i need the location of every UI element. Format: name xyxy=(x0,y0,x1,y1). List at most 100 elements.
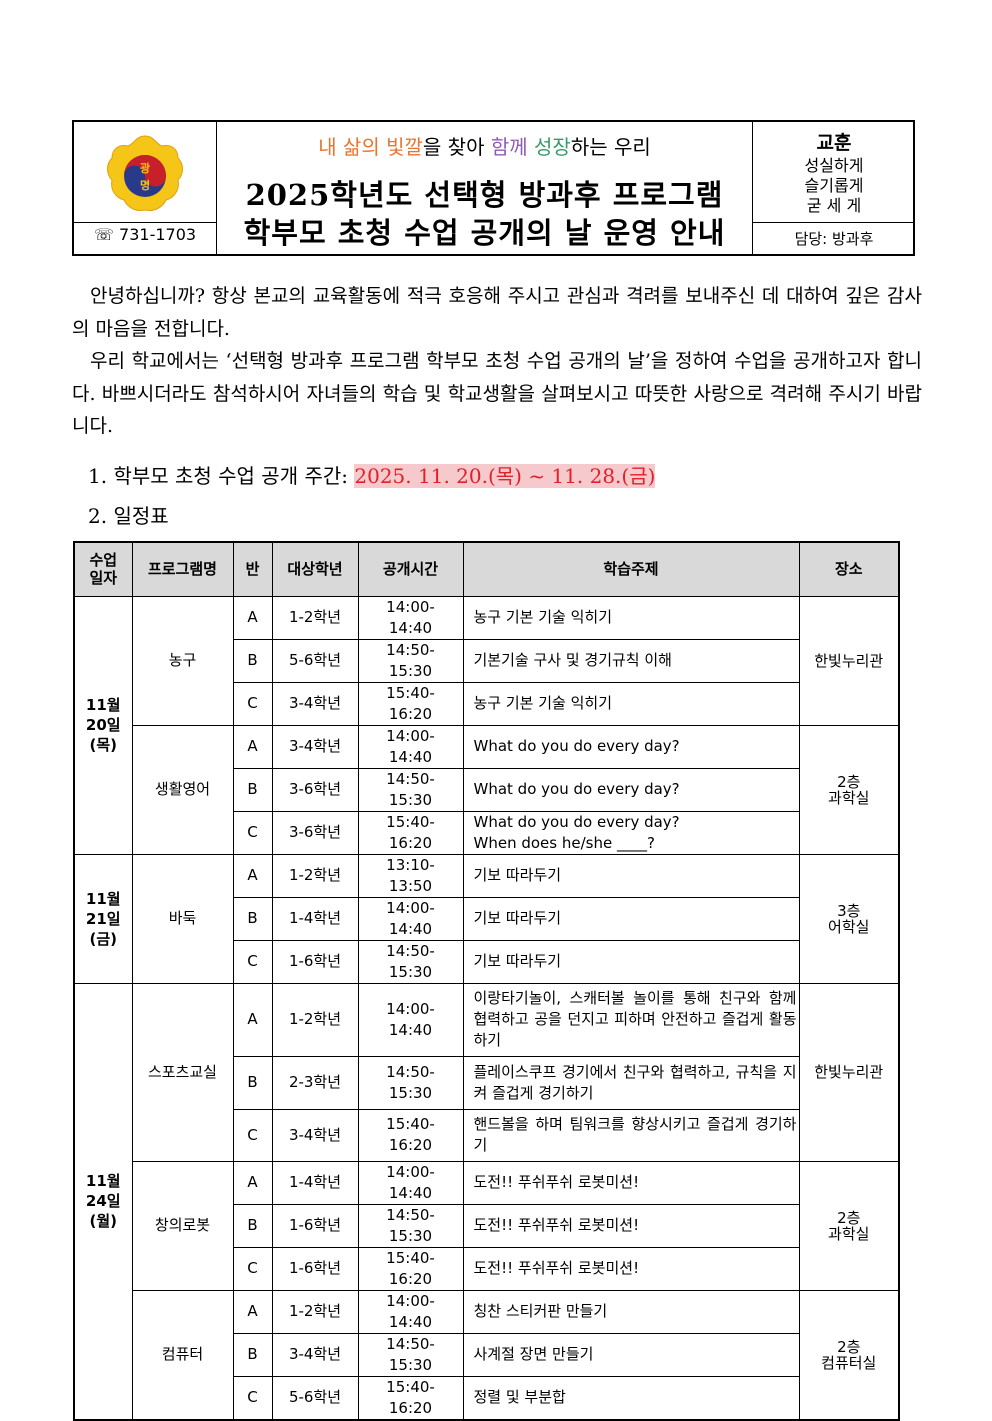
table-row: B 3-4학년 14:50-15:30 사계절 장면 만들기 xyxy=(74,1332,899,1377)
class-cell: C xyxy=(232,1246,273,1291)
motto-line: 굳 세 게 xyxy=(806,196,862,215)
topic-cell: 플레이스쿠프 경기에서 친구와 협력하고, 규칙을 지켜 즐겁게 경기하기 xyxy=(462,1055,800,1110)
place-cell: 2층 컴퓨터실 xyxy=(798,1289,900,1420)
program-cell: 스포츠교실 xyxy=(131,982,234,1162)
place-cell: 한빛누리관 xyxy=(798,982,900,1162)
class-cell: C xyxy=(232,810,273,855)
slogan-part: 내 삶의 xyxy=(318,135,387,159)
topic-cell: What do you do every day? When does he/s… xyxy=(462,810,800,855)
topic-cell: 정렬 및 부분합 xyxy=(462,1375,800,1420)
class-cell: C xyxy=(232,1375,273,1420)
topic-cell: 도전!! 푸쉬푸쉬 로봇미션! xyxy=(462,1160,800,1205)
class-cell: C xyxy=(232,939,273,984)
intro-paragraph-1: 안녕하십니까? 항상 본교의 교육활동에 적극 호응해 주시고 관심과 격려를 … xyxy=(72,285,922,340)
column-header: 프로그램명 xyxy=(131,541,234,597)
grade-cell: 1-2학년 xyxy=(271,595,359,640)
table-row: C 3-4학년 15:40-16:20 핸드볼을 하며 팀워크를 향상시키고 즐겁게 … xyxy=(74,1108,899,1162)
table-row: C 3-4학년 15:40-16:20 농구 기본 기술 익히기 xyxy=(74,681,899,726)
time-cell: 14:50-15:30 xyxy=(357,1055,464,1110)
topic-cell: 이랑타기놀이, 스캐터볼 놀이를 통해 친구와 함께 협력하고 공을 던지고 피… xyxy=(462,982,800,1057)
time-cell: 14:00-14:40 xyxy=(357,1289,464,1334)
place-cell: 2층 과학실 xyxy=(798,1160,900,1291)
class-cell: B xyxy=(232,1203,273,1248)
slogan-part: 빛깔 xyxy=(386,135,423,159)
grade-cell: 3-4학년 xyxy=(271,681,359,726)
topic-cell: 기보 따라두기 xyxy=(462,896,800,941)
grade-cell: 1-2학년 xyxy=(271,1289,359,1334)
grade-cell: 1-2학년 xyxy=(271,853,359,898)
class-cell: B xyxy=(232,767,273,812)
grade-cell: 1-6학년 xyxy=(271,1246,359,1291)
document-title-line2: 학부모 초청 수업 공개의 날 운영 안내 xyxy=(243,216,726,250)
school-motto: 성실하게 슬기롭게 굳 세 게 xyxy=(753,156,915,216)
grade-cell: 1-6학년 xyxy=(271,1203,359,1248)
column-header: 대상학년 xyxy=(271,541,359,597)
slogan-part: 성장 xyxy=(534,135,571,159)
topic-cell: 도전!! 푸쉬푸쉬 로봇미션! xyxy=(462,1203,800,1248)
grade-cell: 3-6학년 xyxy=(271,810,359,855)
class-cell: A xyxy=(232,853,273,898)
time-cell: 14:50-15:30 xyxy=(357,939,464,984)
grade-cell: 1-4학년 xyxy=(271,896,359,941)
time-cell: 14:50-15:30 xyxy=(357,767,464,812)
time-cell: 15:40-16:20 xyxy=(357,1246,464,1291)
time-cell: 14:50-15:30 xyxy=(357,1332,464,1377)
grade-cell: 3-4학년 xyxy=(271,1332,359,1377)
column-header: 수업 일자 xyxy=(73,541,133,597)
grade-cell: 1-6학년 xyxy=(271,939,359,984)
class-cell: B xyxy=(232,896,273,941)
time-cell: 14:00-14:40 xyxy=(357,724,464,769)
slogan-part: 함께 xyxy=(490,135,528,159)
column-header: 공개시간 xyxy=(357,541,464,597)
grade-cell: 3-6학년 xyxy=(271,767,359,812)
topic-cell: What do you do every day? xyxy=(462,724,800,769)
motto-line: 슬기롭게 xyxy=(804,176,864,195)
date-cell: 11월 24일 (월) xyxy=(73,982,133,1420)
time-cell: 13:10-13:50 xyxy=(357,853,464,898)
svg-text:광: 광 xyxy=(140,162,150,175)
phone-number: ☏ 731-1703 xyxy=(93,225,197,244)
table-row: 11월 21일 (금) 바둑 A 1-2학년 13:10-13:50 기보 따라두기 3층 … xyxy=(73,853,900,984)
table-row: B 5-6학년 14:50-15:30 기본기술 구사 및 경기규칙 이해 xyxy=(74,638,899,683)
school-slogan: 내 삶의 빛깔을 찾아 함께 성장하는 우리 xyxy=(217,131,752,160)
motto-line: 성실하게 xyxy=(804,156,864,175)
topic-cell: 기본기술 구사 및 경기규칙 이해 xyxy=(462,638,800,683)
grade-cell: 2-3학년 xyxy=(271,1055,359,1110)
grade-cell: 5-6학년 xyxy=(271,1375,359,1420)
schedule-table: 수업 일자 프로그램명 반 대상학년 공개시간 학습주제 장소 11월 20일 (목) 농구 A… xyxy=(73,541,900,1421)
class-cell: A xyxy=(232,1160,273,1205)
column-header: 장소 xyxy=(798,541,900,597)
document-title-line1: 2025학년도 선택형 방과후 프로그램 xyxy=(245,178,724,212)
time-cell: 14:50-15:30 xyxy=(357,638,464,683)
topic-cell: 핸드볼을 하며 팀워크를 향상시키고 즐겁게 경기하기 xyxy=(462,1108,800,1162)
class-cell: B xyxy=(232,1332,273,1377)
class-cell: B xyxy=(232,1055,273,1110)
topic-cell: What do you do every day? xyxy=(462,767,800,812)
grade-cell: 3-4학년 xyxy=(271,724,359,769)
topic-cell: 농구 기본 기술 익히기 xyxy=(462,595,800,640)
time-cell: 14:00-14:40 xyxy=(357,595,464,640)
time-cell: 15:40-16:20 xyxy=(357,1108,464,1162)
open-week-dates: 2025. 11. 20.(목) ~ 11. 28.(금) xyxy=(354,464,656,488)
motto-heading: 교훈 xyxy=(816,132,852,154)
table-row: B 3-6학년 14:50-15:30 What do you do every da… xyxy=(74,767,899,812)
topic-cell: 기보 따라두기 xyxy=(462,939,800,984)
table-row: C 1-6학년 14:50-15:30 기보 따라두기 xyxy=(74,939,899,984)
svg-text:명: 명 xyxy=(140,178,150,192)
table-row: B 1-4학년 14:00-14:40 기보 따라두기 xyxy=(74,896,899,941)
place-cell: 3층 어학실 xyxy=(798,853,900,984)
intro-paragraph-2: 우리 학교에서는 ‘선택형 방과후 프로그램 학부모 초청 수업 공개의 날’을… xyxy=(72,350,922,437)
grade-cell: 1-4학년 xyxy=(271,1160,359,1205)
time-cell: 14:00-14:40 xyxy=(357,1160,464,1205)
open-week-item: 1. 학부모 초청 수업 공개 주간: 2025. 11. 20.(목) ~ 1… xyxy=(88,460,656,489)
schedule-heading: 2. 일정표 xyxy=(88,504,169,528)
date-cell: 11월 20일 (목) xyxy=(73,595,133,855)
topic-cell: 칭찬 스티커판 만들기 xyxy=(462,1289,800,1334)
column-header: 학습주제 xyxy=(462,541,800,597)
time-cell: 14:00-14:40 xyxy=(357,896,464,941)
class-cell: B xyxy=(232,638,273,683)
class-cell: A xyxy=(232,1289,273,1334)
letterhead: 광 명 ☏ 731-1703 내 삶의 빛깔을 찾아 함께 성장하는 우리 20… xyxy=(72,120,915,256)
column-header: 반 xyxy=(232,541,273,597)
